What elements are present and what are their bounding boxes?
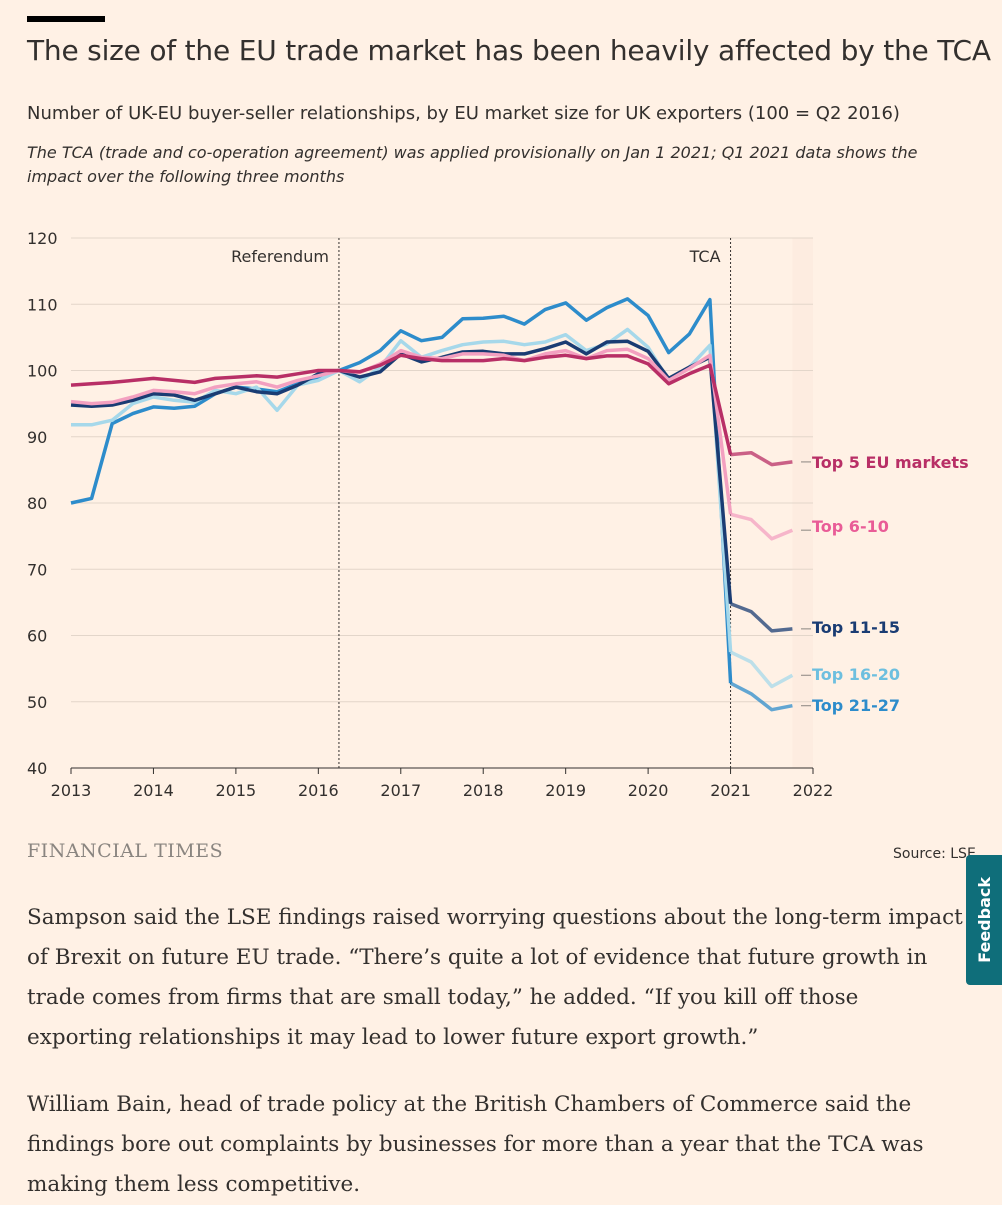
chart-subtitle: Number of UK-EU buyer-seller relationshi… bbox=[27, 103, 900, 124]
source-credit: Source: LSE bbox=[893, 846, 976, 862]
series-line-top-16-20 bbox=[71, 327, 733, 653]
series-line-tail-top-21-27 bbox=[729, 681, 793, 712]
end-label: Top 6-10 bbox=[812, 517, 889, 536]
annotation-label: Referendum bbox=[231, 247, 329, 266]
series-line-tail-top-5-eu-markets bbox=[730, 450, 793, 467]
x-tick-label: 2020 bbox=[628, 781, 669, 800]
series-line-tail-top-16-20 bbox=[729, 650, 794, 689]
y-tick-label: 120 bbox=[27, 229, 58, 248]
article-paragraph: William Bain, head of trade policy at th… bbox=[27, 1092, 924, 1197]
end-label: Top 21-27 bbox=[812, 696, 900, 715]
chart-title: The size of the EU trade market has been… bbox=[27, 34, 991, 67]
end-label: Top 5 EU markets bbox=[812, 453, 969, 472]
y-tick-label: 50 bbox=[27, 693, 47, 712]
x-tick-label: 2014 bbox=[133, 781, 174, 800]
end-label: Top 16-20 bbox=[812, 665, 900, 684]
y-tick-label: 80 bbox=[27, 494, 47, 513]
series-line-tail-top-6-10 bbox=[730, 512, 794, 541]
x-tick-label: 2015 bbox=[216, 781, 257, 800]
y-tick-label: 90 bbox=[27, 428, 47, 447]
brand-bar bbox=[27, 16, 105, 22]
y-tick-label: 100 bbox=[27, 362, 58, 381]
x-tick-label: 2022 bbox=[793, 781, 834, 800]
y-tick-label: 70 bbox=[27, 560, 47, 579]
feedback-tab[interactable]: Feedback bbox=[966, 855, 1002, 985]
line-chart: 40 50 60 70 80 90 100 110 120 2013 2014 2015 2016 201… bbox=[27, 229, 969, 800]
x-tick-label: 2018 bbox=[463, 781, 504, 800]
x-tick-label: 2019 bbox=[545, 781, 586, 800]
x-tick-label: 2016 bbox=[298, 781, 339, 800]
article-paragraph: Sampson said the LSE findings raised wor… bbox=[27, 905, 963, 1050]
series-line-tail-top-11-15 bbox=[729, 602, 793, 633]
x-tick-label: 2021 bbox=[710, 781, 751, 800]
x-tick-label: 2017 bbox=[380, 781, 421, 800]
annotation-label: TCA bbox=[689, 247, 721, 266]
y-tick-label: 40 bbox=[27, 759, 47, 778]
feedback-label: Feedback bbox=[974, 877, 994, 963]
series-line-top-6-10 bbox=[70, 347, 733, 515]
series-line-top-5-eu-markets bbox=[70, 353, 733, 455]
y-tick-label: 110 bbox=[27, 295, 58, 314]
x-tick-label: 2013 bbox=[51, 781, 92, 800]
chart-note: The TCA (trade and co-operation agreemen… bbox=[27, 143, 918, 186]
end-label: Top 11-15 bbox=[812, 618, 900, 637]
financial-times-logo: FINANCIAL TIMES bbox=[27, 840, 224, 862]
y-tick-label: 60 bbox=[27, 627, 47, 646]
series-line-top-21-27 bbox=[70, 297, 733, 684]
